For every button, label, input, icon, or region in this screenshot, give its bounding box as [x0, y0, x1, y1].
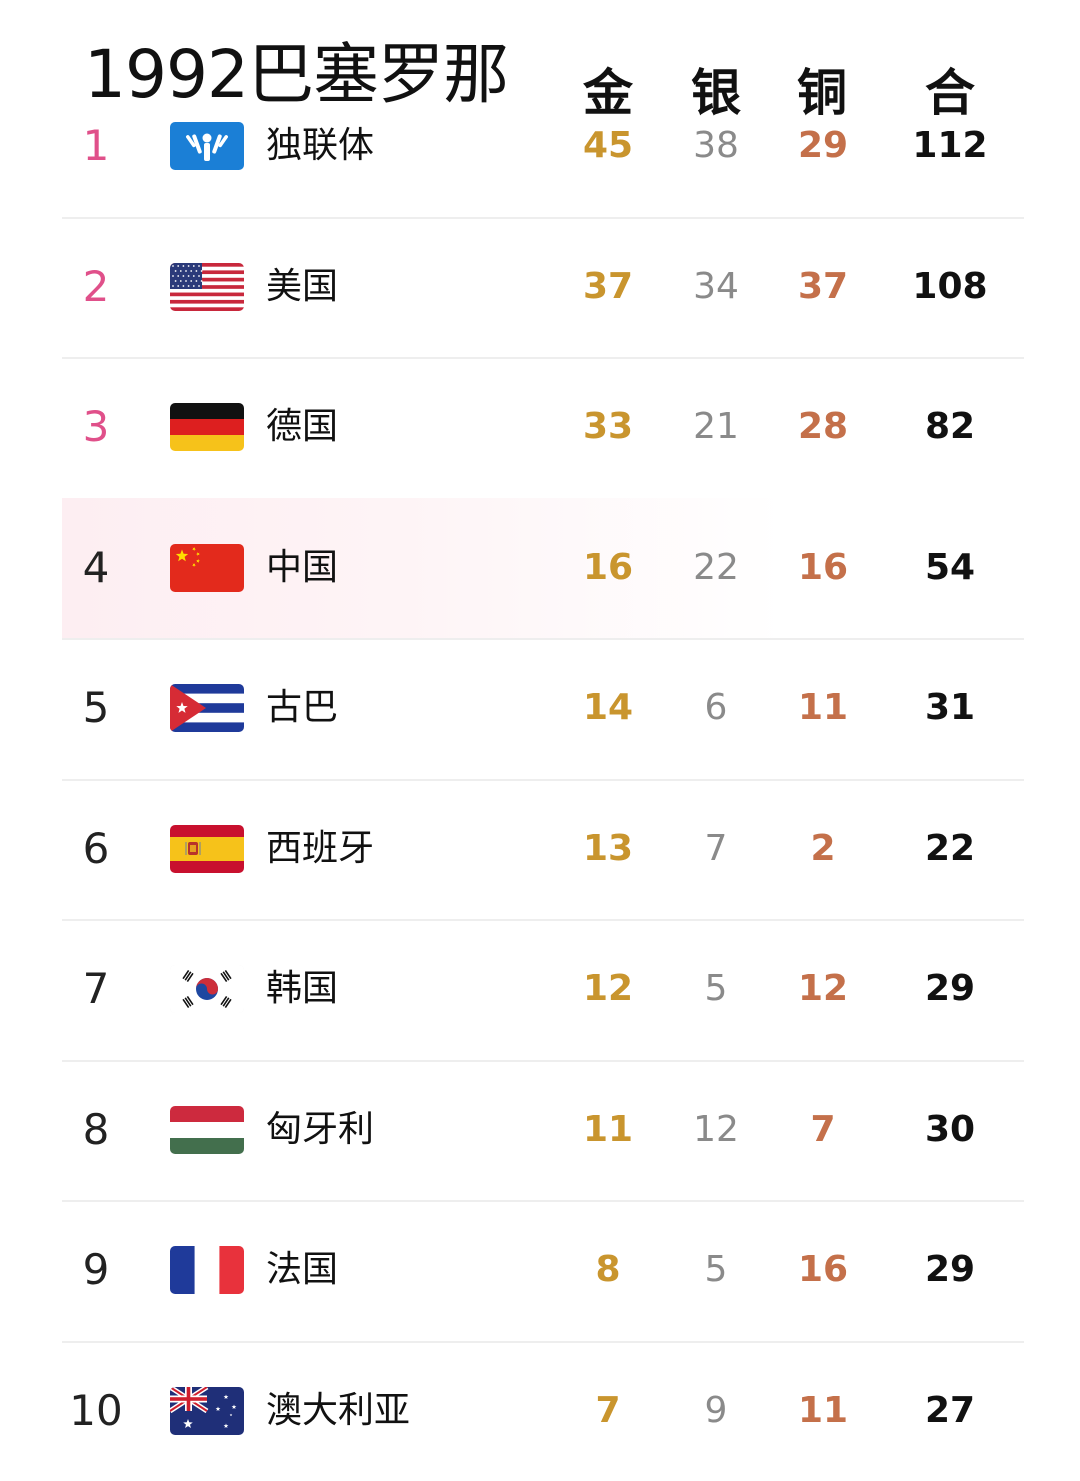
silver-count: 5	[704, 1249, 728, 1290]
bronze-count: 12	[797, 968, 849, 1009]
header-gold: 金	[583, 64, 633, 122]
gold-count: 13	[582, 827, 634, 869]
gold-count: 7	[595, 1389, 621, 1431]
country-name: 德国	[266, 406, 339, 447]
silver-count: 38	[693, 125, 739, 166]
country-name: 澳大利亚	[266, 1389, 411, 1431]
total-count: 27	[924, 1389, 976, 1431]
gold-count: 16	[582, 546, 634, 588]
bronze-count: 16	[797, 1249, 849, 1290]
row-divider	[62, 778, 1024, 781]
row-divider	[62, 638, 1024, 640]
country-name: 独联体	[266, 125, 375, 166]
china-flag-icon	[170, 543, 244, 592]
silver-count: 6	[704, 687, 728, 728]
page-title: 1992巴塞罗那	[84, 36, 509, 113]
gold-count: 37	[582, 265, 634, 307]
bronze-count: 37	[797, 265, 849, 307]
table-row: 10 澳大利亚 7 9 11 27	[62, 1341, 1024, 1481]
gold-count: 14	[582, 687, 634, 728]
silver-count: 5	[704, 968, 728, 1009]
row-divider	[62, 1059, 1024, 1062]
country-name: 韩国	[266, 968, 339, 1009]
bronze-count: 2	[810, 827, 836, 869]
total-count: 29	[924, 1249, 976, 1290]
bronze-count: 11	[797, 687, 849, 728]
table-row: 3 德国 33 21 28 82	[62, 357, 1024, 497]
spain-flag-icon	[170, 824, 244, 873]
row-divider	[62, 357, 1024, 359]
table-row: 7 韩国 12 5 12 29	[62, 919, 1024, 1059]
usa-flag-icon	[170, 262, 244, 311]
table-row: 8 匈牙利 11 12 7 30	[62, 1060, 1024, 1200]
header-total: 合	[925, 64, 975, 122]
silver-count: 21	[693, 406, 739, 447]
australia-flag-icon	[170, 1386, 244, 1435]
rank-label: 6	[82, 823, 110, 873]
table-row: 5 古巴 14 6 11 31	[62, 638, 1024, 778]
silver-count: 9	[704, 1389, 728, 1431]
header-silver: 银	[691, 64, 741, 122]
country-name: 古巴	[266, 687, 339, 728]
gold-count: 8	[595, 1249, 621, 1290]
table-row: 6 西班牙 13 7 2 22	[62, 779, 1024, 919]
row-divider	[62, 1340, 1024, 1343]
bronze-count: 28	[797, 406, 849, 447]
rank-label: 4	[82, 542, 110, 592]
france-flag-icon	[170, 1246, 244, 1294]
rank-label: 7	[82, 964, 110, 1013]
gold-count: 12	[582, 968, 634, 1009]
silver-count: 34	[693, 265, 739, 307]
silver-count: 22	[693, 546, 739, 588]
total-count: 30	[924, 1108, 976, 1150]
country-name: 中国	[266, 546, 339, 588]
hungary-flag-icon	[170, 1105, 244, 1154]
rank-label: 3	[82, 402, 110, 451]
total-count: 108	[912, 265, 988, 307]
gold-count: 45	[582, 125, 634, 166]
total-count: 54	[924, 546, 976, 588]
table-row: 1 独联体 45 38 29 112	[62, 76, 1024, 216]
gold-count: 33	[582, 406, 634, 447]
row-divider	[62, 1200, 1024, 1202]
silver-count: 7	[704, 827, 728, 869]
total-count: 112	[912, 125, 988, 166]
header-bronze: 铜	[797, 64, 847, 122]
korea-flag-icon	[170, 965, 244, 1013]
germany-flag-icon	[170, 403, 244, 451]
silver-count: 12	[693, 1108, 739, 1150]
cuba-flag-icon	[170, 684, 244, 732]
country-name: 法国	[266, 1249, 339, 1290]
gold-count: 11	[582, 1108, 634, 1150]
rank-label: 10	[69, 1385, 123, 1435]
bronze-count: 11	[797, 1389, 849, 1431]
rank-label: 9	[82, 1245, 110, 1294]
rank-label: 2	[82, 261, 110, 311]
table-row: 2 美国 37 34 37 108	[62, 217, 1024, 357]
table-row: 4 中国 16 22 16 54	[62, 497, 1024, 638]
bronze-count: 16	[797, 546, 849, 588]
row-divider	[62, 919, 1024, 921]
total-count: 22	[924, 827, 976, 869]
country-name: 美国	[266, 265, 339, 307]
rank-label: 5	[82, 683, 110, 732]
bronze-count: 29	[797, 125, 849, 166]
rank-label: 1	[82, 121, 110, 170]
country-name: 匈牙利	[266, 1108, 375, 1150]
table-row: 9 法国 8 5 16 29	[62, 1200, 1024, 1340]
country-name: 西班牙	[266, 827, 375, 869]
total-count: 82	[924, 406, 976, 447]
bronze-count: 7	[810, 1108, 836, 1150]
row-divider	[62, 216, 1024, 219]
total-count: 31	[924, 687, 976, 728]
total-count: 29	[924, 968, 976, 1009]
cis-flag-icon	[170, 122, 244, 170]
rank-label: 8	[82, 1104, 110, 1154]
